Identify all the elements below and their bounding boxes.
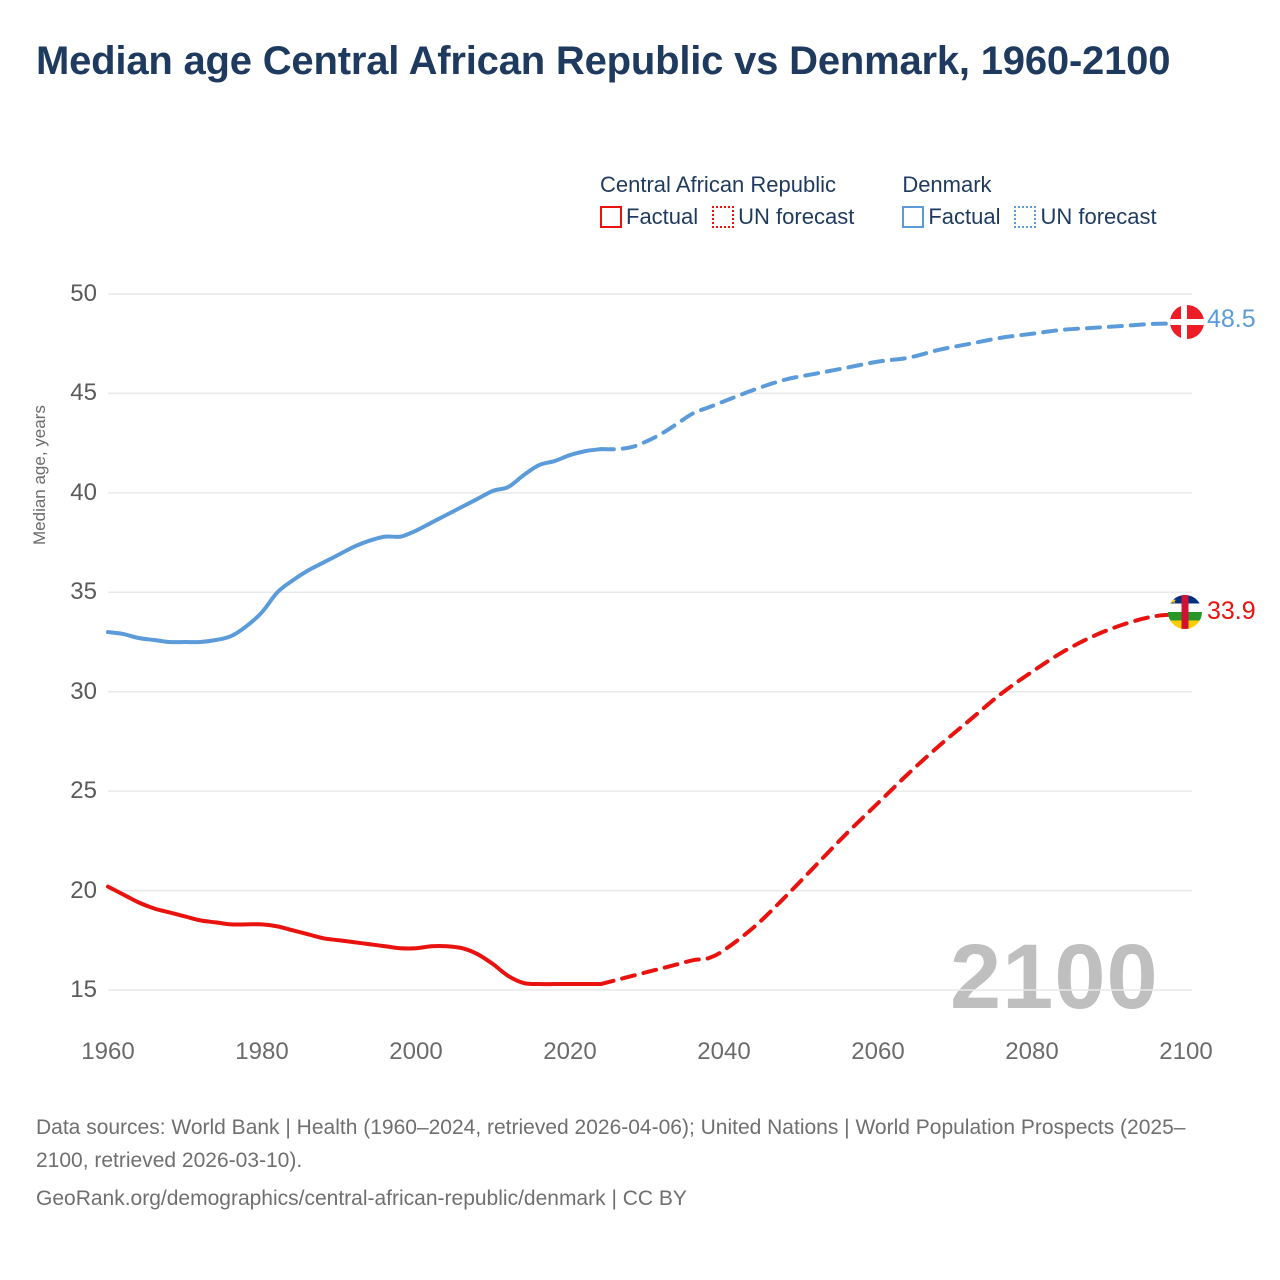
series-line-denmark-forecast bbox=[598, 321, 1188, 452]
y-axis-tick-label: 20 bbox=[70, 876, 97, 904]
y-axis-tick-label: 45 bbox=[70, 379, 97, 407]
x-axis-tick-label: 2100 bbox=[1159, 1038, 1213, 1065]
legend-item-denmark-forecast[interactable]: UN forecast bbox=[1014, 204, 1157, 230]
denmark-end-value: 48.5 bbox=[1207, 305, 1256, 333]
legend-label-denmark-factual: Factual bbox=[928, 204, 1001, 229]
legend-label-denmark-forecast: UN forecast bbox=[1040, 204, 1157, 229]
x-axis-tick-label: 1960 bbox=[81, 1038, 135, 1065]
legend-item-car-forecast[interactable]: UN forecast bbox=[712, 204, 854, 230]
page-title: Median age Central African Republic vs D… bbox=[36, 39, 1171, 83]
legend-item-car-factual[interactable]: Factual bbox=[600, 204, 698, 230]
x-axis-tick-label: 2080 bbox=[1005, 1038, 1059, 1065]
car-end-value: 33.9 bbox=[1207, 597, 1256, 625]
x-axis-tick-label: 1980 bbox=[235, 1038, 289, 1065]
legend-item-denmark-factual[interactable]: Factual bbox=[902, 204, 1000, 230]
y-axis-tick-label: 25 bbox=[70, 777, 97, 805]
y-axis-tick-label: 40 bbox=[70, 478, 97, 506]
gridlines bbox=[108, 293, 1192, 991]
legend-label-car-forecast: UN forecast bbox=[738, 204, 855, 229]
series-line-denmark-factual bbox=[106, 447, 603, 645]
legend-group-central-african-republic: Central African Republic Factual UN fore… bbox=[600, 172, 854, 230]
legend-swatch-dotted-icon bbox=[712, 206, 735, 228]
chart-legend: Central African Republic Factual UN fore… bbox=[600, 172, 1260, 256]
legend-label-car-factual: Factual bbox=[626, 204, 699, 229]
footer-line-1: Data sources: World Bank | Health (1960–… bbox=[36, 1116, 1186, 1172]
legend-group-title-denmark: Denmark bbox=[902, 172, 992, 197]
legend-swatch-solid-icon bbox=[600, 206, 622, 228]
central-african-republic-flag-icon bbox=[1168, 595, 1202, 629]
x-axis-tick-label: 2020 bbox=[543, 1038, 597, 1065]
y-axis-tick-label: 35 bbox=[70, 578, 97, 606]
y-axis-tick-label: 50 bbox=[70, 280, 97, 307]
x-axis-tick-label: 2000 bbox=[389, 1038, 443, 1065]
year-watermark: 2100 bbox=[950, 926, 1159, 1028]
series-line-central-african-republic-factual bbox=[106, 884, 603, 987]
footer-sources: Data sources: World Bank | Health (1960–… bbox=[36, 1112, 1216, 1216]
denmark-flag-icon bbox=[1170, 305, 1204, 339]
legend-swatch-solid-icon bbox=[902, 206, 925, 228]
y-axis-label: Median age, years bbox=[30, 405, 49, 545]
legend-swatch-dotted-icon bbox=[1014, 206, 1037, 228]
x-axis-tick-label: 2040 bbox=[697, 1038, 751, 1065]
y-axis-tick-label: 30 bbox=[70, 677, 97, 705]
x-axis-tick-label: 2060 bbox=[851, 1038, 905, 1065]
y-axis-tick-label: 15 bbox=[70, 976, 97, 1003]
legend-group-title-car: Central African Republic bbox=[600, 172, 837, 197]
series-lines bbox=[106, 321, 1188, 987]
legend-group-denmark: Denmark Factual UN forecast bbox=[902, 172, 1157, 230]
footer-line-2[interactable]: GeoRank.org/demographics/central-african… bbox=[36, 1187, 687, 1211]
